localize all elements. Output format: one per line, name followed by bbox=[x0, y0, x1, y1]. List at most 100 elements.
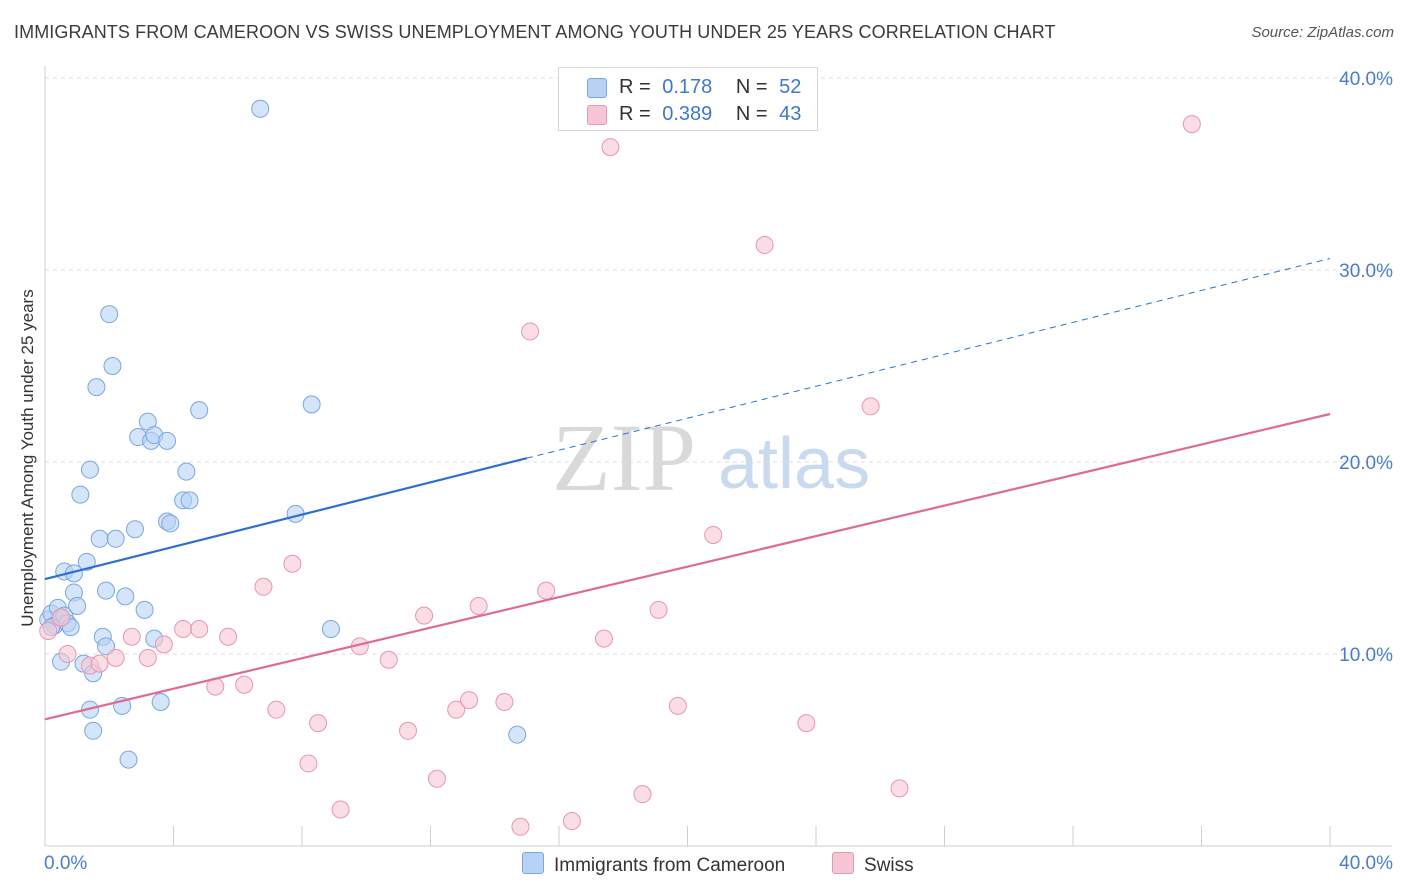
cameroon-point bbox=[97, 581, 116, 600]
y-tick-label: 30.0% bbox=[1339, 261, 1393, 282]
cameroon-point bbox=[302, 395, 321, 414]
swiss-point bbox=[495, 693, 514, 711]
swiss-point bbox=[106, 648, 125, 667]
swiss-point bbox=[1182, 115, 1201, 134]
swiss-point bbox=[138, 648, 157, 667]
swiss-point bbox=[427, 769, 446, 788]
swiss-point bbox=[90, 654, 109, 673]
swiss-point bbox=[704, 525, 723, 544]
trend-line-swiss bbox=[44, 412, 1331, 721]
cameroon-point bbox=[151, 693, 170, 711]
swiss-point bbox=[537, 581, 556, 600]
watermark: ZIP atlas bbox=[552, 404, 870, 511]
series-cameroon-points bbox=[39, 99, 527, 769]
cameroon-point bbox=[106, 529, 125, 548]
swiss-point bbox=[447, 700, 466, 719]
swiss-point bbox=[511, 817, 530, 836]
swiss-point bbox=[154, 635, 173, 654]
axes bbox=[44, 66, 1392, 847]
grid bbox=[45, 77, 1392, 655]
swiss-point bbox=[331, 800, 350, 819]
cameroon-point bbox=[251, 99, 270, 118]
bottom-legend-label-swiss: Swiss bbox=[864, 855, 914, 876]
cameroon-point bbox=[508, 725, 527, 744]
swiss-point bbox=[594, 629, 613, 648]
cameroon-point bbox=[80, 460, 99, 479]
trend-line-cameroon bbox=[44, 457, 528, 581]
legend-swatch-cameroon bbox=[587, 78, 607, 98]
legend-r-label: R = bbox=[619, 76, 651, 98]
cameroon-point bbox=[177, 462, 196, 481]
swiss-point bbox=[469, 597, 488, 615]
swiss-point bbox=[309, 714, 328, 733]
cameroon-point bbox=[87, 378, 106, 397]
swiss-point bbox=[633, 785, 652, 804]
cameroon-point bbox=[158, 431, 177, 450]
swiss-point bbox=[267, 700, 286, 719]
x-tick-label: 0.0% bbox=[44, 853, 87, 874]
y-tick-label: 10.0% bbox=[1339, 645, 1393, 666]
cameroon-point bbox=[180, 491, 199, 510]
legend-n-value-swiss: 43 bbox=[779, 103, 802, 125]
swiss-point bbox=[649, 600, 668, 619]
cameroon-point bbox=[190, 401, 209, 420]
cameroon-point bbox=[125, 520, 144, 539]
swiss-point bbox=[174, 620, 193, 639]
cameroon-point bbox=[84, 721, 103, 740]
bottom-legend-swiss: Swiss bbox=[832, 852, 914, 877]
correlation-legend: R = 0.178 N = 52 R = 0.389 N = 43 bbox=[558, 67, 818, 131]
swiss-point bbox=[797, 714, 816, 733]
chart-title: IMMIGRANTS FROM CAMEROON VS SWISS UNEMPL… bbox=[14, 22, 1056, 42]
trend-lines bbox=[44, 257, 1331, 721]
swiss-point bbox=[39, 621, 58, 640]
swiss-point bbox=[668, 696, 687, 715]
swiss-point bbox=[601, 138, 620, 157]
bottom-legend-swatch-swiss bbox=[832, 852, 854, 874]
swiss-point bbox=[460, 691, 479, 710]
cameroon-point bbox=[119, 750, 138, 769]
swiss-point bbox=[861, 397, 880, 416]
legend-r-value-cameroon: 0.178 bbox=[662, 76, 713, 98]
cameroon-point bbox=[71, 485, 90, 504]
watermark-atlas: atlas bbox=[718, 424, 870, 504]
swiss-point bbox=[299, 754, 318, 773]
series-swiss-points bbox=[39, 115, 1201, 836]
bottom-legend-cameroon: Immigrants from Cameroon bbox=[522, 852, 785, 877]
swiss-point bbox=[890, 779, 909, 798]
cameroon-point bbox=[68, 597, 87, 615]
legend-r-value-swiss: 0.389 bbox=[662, 103, 713, 125]
swiss-point bbox=[562, 812, 581, 831]
swiss-point bbox=[379, 650, 398, 669]
y-tick-labels: 10.0% 20.0% 30.0% 40.0% bbox=[1339, 69, 1393, 666]
legend-n-label: N = bbox=[735, 103, 768, 125]
swiss-point bbox=[415, 606, 434, 625]
cameroon-point bbox=[116, 587, 135, 606]
source-label: Source: ZipAtlas.com bbox=[1251, 24, 1394, 41]
cameroon-point bbox=[135, 600, 154, 619]
swiss-point bbox=[283, 554, 302, 573]
legend-r-label: R = bbox=[619, 103, 651, 125]
swiss-point bbox=[521, 322, 540, 341]
watermark-zip: ZIP bbox=[552, 404, 696, 511]
swiss-point bbox=[58, 645, 77, 663]
x-tick-label: 40.0% bbox=[1339, 853, 1393, 874]
y-tick-label: 40.0% bbox=[1339, 69, 1393, 90]
cameroon-point bbox=[90, 529, 109, 548]
cameroon-point bbox=[321, 620, 340, 639]
trend-line-cameroon-extension bbox=[526, 257, 1331, 459]
legend-n-label: N = bbox=[735, 76, 768, 98]
swiss-point bbox=[122, 627, 141, 646]
bottom-legend-label-cameroon: Immigrants from Cameroon bbox=[554, 855, 786, 876]
swiss-point bbox=[399, 721, 418, 740]
swiss-point bbox=[190, 620, 209, 639]
x-tick-labels: 0.0% 40.0% bbox=[44, 853, 1393, 874]
y-tick-label: 20.0% bbox=[1339, 453, 1393, 474]
legend-swatch-swiss bbox=[587, 105, 607, 125]
legend-n-value-cameroon: 52 bbox=[779, 76, 802, 98]
cameroon-point bbox=[77, 552, 96, 571]
cameroon-point bbox=[97, 637, 116, 656]
swiss-point bbox=[52, 608, 71, 627]
swiss-point bbox=[755, 236, 774, 255]
swiss-point bbox=[219, 627, 238, 646]
